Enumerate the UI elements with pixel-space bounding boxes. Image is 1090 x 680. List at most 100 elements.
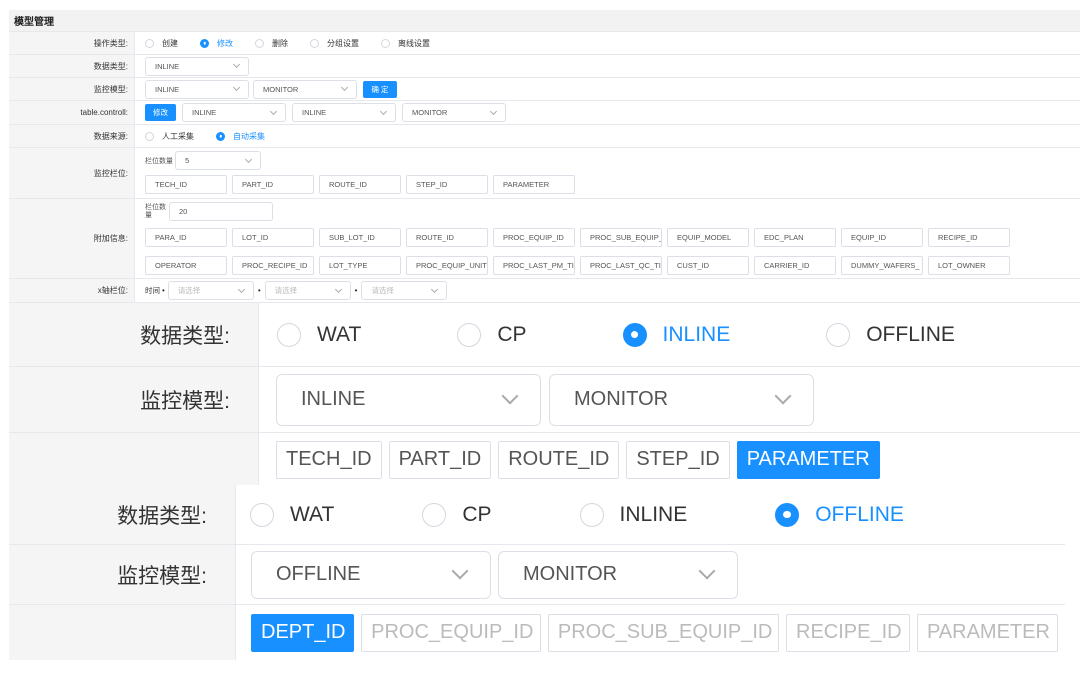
select-value: 5 (185, 156, 190, 165)
data-type-select[interactable]: INLINE (145, 56, 249, 76)
radio-label: INLINE (619, 502, 688, 526)
select-placeholder: 请选择 (177, 286, 201, 295)
chevron-down-icon (232, 83, 241, 92)
radio-unchecked-icon (381, 38, 390, 48)
monitor-model-type-select[interactable]: INLINE (145, 79, 249, 99)
radio-option[interactable]: 离线设置 (381, 38, 430, 49)
chevron-down-icon (379, 107, 388, 115)
chevron-down-icon (774, 387, 792, 404)
chevron-down-icon (269, 107, 278, 115)
field-tag[interactable]: PROC_EQUIP_ID (361, 613, 541, 652)
table-control-select-2[interactable]: INLINE (292, 103, 396, 122)
extra-field-input[interactable]: LOT_ID (232, 228, 314, 247)
radio-option[interactable]: INLINE (622, 322, 730, 347)
field-tag[interactable]: PROC_SUB_EQUIP_ID (547, 613, 779, 652)
monitor-model-name-select[interactable]: MONITOR (549, 373, 814, 426)
radio-option[interactable]: 人工采集 (145, 131, 194, 142)
extra-field-input[interactable]: PROC_EQUIP_ID (493, 228, 575, 247)
radio-option[interactable]: INLINE (579, 502, 688, 527)
radio-option[interactable]: CP (422, 502, 492, 527)
field-tag[interactable]: RECIPE_ID (786, 613, 910, 652)
radio-checked-icon (775, 502, 800, 527)
extra-field-input[interactable]: PROC_EQUIP_UNIT (406, 256, 488, 275)
extra-field-input[interactable]: SUB_LOT_ID (319, 228, 401, 247)
monitor-field-input[interactable]: PART_ID (232, 175, 314, 194)
field-tag[interactable]: PART_ID (388, 440, 492, 479)
x-axis-select[interactable]: 请选择 (361, 281, 448, 300)
extra-field-input[interactable]: CARRIER_ID (754, 256, 836, 275)
required-dot: • (354, 286, 358, 295)
extra-field-input[interactable]: EQUIP_MODEL (667, 228, 749, 247)
monitor-model-type-select[interactable]: OFFLINE (251, 550, 491, 599)
radio-label: 自动采集 (233, 131, 265, 141)
extra-field-input[interactable]: PARA_ID (145, 228, 227, 247)
x-axis-select[interactable]: 请选择 (167, 281, 254, 300)
chevron-down-icon (489, 107, 498, 115)
extra-field-input[interactable]: EQUIP_ID (841, 228, 923, 247)
select-value: MONITOR (412, 108, 448, 117)
field-tag[interactable]: DEPT_ID (251, 613, 355, 652)
row-extra-info: 附加信息: 栏位数量 20 PARA_ID LOT_ID SUB_LOT_ID ROU… (9, 199, 1080, 279)
row-data-type: 数据类型: WAT CP INLINE OFFLINE (9, 485, 1065, 545)
radio-option[interactable]: 分组设置 (310, 38, 359, 49)
monitor-model-type-select[interactable]: INLINE (276, 373, 541, 426)
extra-field-input[interactable]: RECIPE_ID (928, 228, 1010, 247)
radio-unchecked-icon (255, 38, 264, 48)
field-count-select[interactable]: 5 (175, 151, 261, 170)
extra-field-input[interactable]: PROC_SUB_EQUIP_ (580, 228, 662, 247)
radio-option[interactable]: 修改 (200, 38, 233, 49)
x-axis-selects: 时间 • 请选择 • 请选择 • 请选择 (135, 279, 1080, 302)
radio-label: 离线设置 (398, 38, 430, 48)
field-tag[interactable]: ROUTE_ID (498, 440, 620, 479)
monitor-model-name-select[interactable]: MONITOR (498, 550, 738, 599)
data-type-label: 数据类型: (9, 485, 236, 544)
confirm-button[interactable]: 确 定 (363, 80, 397, 98)
extra-field-input[interactable]: CUST_ID (667, 256, 749, 275)
field-tag[interactable]: PARAMETER (916, 613, 1058, 652)
monitor-field-input[interactable]: TECH_ID (145, 175, 227, 194)
row-fields: DEPT_ID PROC_EQUIP_ID PROC_SUB_EQUIP_ID REC… (9, 605, 1065, 660)
monitor-field-input[interactable]: ROUTE_ID (319, 175, 401, 194)
radio-option[interactable]: OFFLINE (775, 502, 904, 527)
required-dot: • (162, 286, 165, 295)
extra-field-input[interactable]: ROUTE_ID (406, 228, 488, 247)
radio-option[interactable]: 自动采集 (216, 131, 265, 142)
field-tag[interactable]: TECH_ID (276, 440, 382, 479)
radio-option[interactable]: 创建 (145, 38, 178, 49)
extra-field-input[interactable]: OPERATOR (145, 256, 227, 275)
monitor-fields-list: TECH_ID PART_ID ROUTE_ID STEP_ID PARAMETER (145, 175, 580, 194)
radio-label: 人工采集 (162, 131, 194, 141)
radio-option[interactable]: WAT (277, 322, 361, 347)
extra-field-input[interactable]: DUMMY_WAFERS_ (841, 256, 923, 275)
radio-option[interactable]: CP (457, 322, 527, 347)
table-control-select-1[interactable]: INLINE (182, 103, 286, 122)
extra-field-input[interactable]: LOT_OWNER (928, 256, 1010, 275)
extra-field-input[interactable]: EDC_PLAN (754, 228, 836, 247)
radio-option[interactable]: OFFLINE (826, 322, 955, 347)
modify-button[interactable]: 修改 (145, 104, 176, 121)
extra-count-input[interactable]: 20 (169, 202, 273, 221)
select-placeholder: 请选择 (274, 286, 298, 295)
radio-checked-icon (216, 131, 225, 141)
row-table-control: table.controll: 修改 INLINE INLINE MONITOR (9, 101, 1080, 125)
row-data-type: 数据类型: WAT CP INLINE OFFLINE (9, 303, 1080, 367)
table-control-select-3[interactable]: MONITOR (402, 103, 506, 122)
radio-option[interactable]: 删除 (255, 38, 288, 49)
radio-option[interactable]: WAT (250, 502, 334, 527)
radio-checked-icon (622, 322, 647, 347)
field-tag[interactable]: PARAMETER (736, 440, 880, 479)
radio-label: OFFLINE (815, 502, 904, 526)
field-tag[interactable]: STEP_ID (626, 440, 730, 479)
monitor-field-input[interactable]: PARAMETER (493, 175, 575, 194)
radio-label: 修改 (217, 38, 233, 48)
monitor-field-input[interactable]: STEP_ID (406, 175, 488, 194)
row-monitor-model: 监控模型: OFFLINE MONITOR (9, 545, 1065, 605)
extra-field-input[interactable]: PROC_RECIPE_ID (232, 256, 314, 275)
extra-field-input[interactable]: LOT_TYPE (319, 256, 401, 275)
x-axis-select[interactable]: 请选择 (264, 281, 351, 300)
chevron-down-icon (501, 387, 519, 404)
extra-field-input[interactable]: PROC_LAST_PM_TI (493, 256, 575, 275)
extra-field-input[interactable]: PROC_LAST_QC_TII (580, 256, 662, 275)
radio-label: CP (462, 502, 492, 526)
monitor-model-name-select[interactable]: MONITOR (253, 79, 357, 99)
